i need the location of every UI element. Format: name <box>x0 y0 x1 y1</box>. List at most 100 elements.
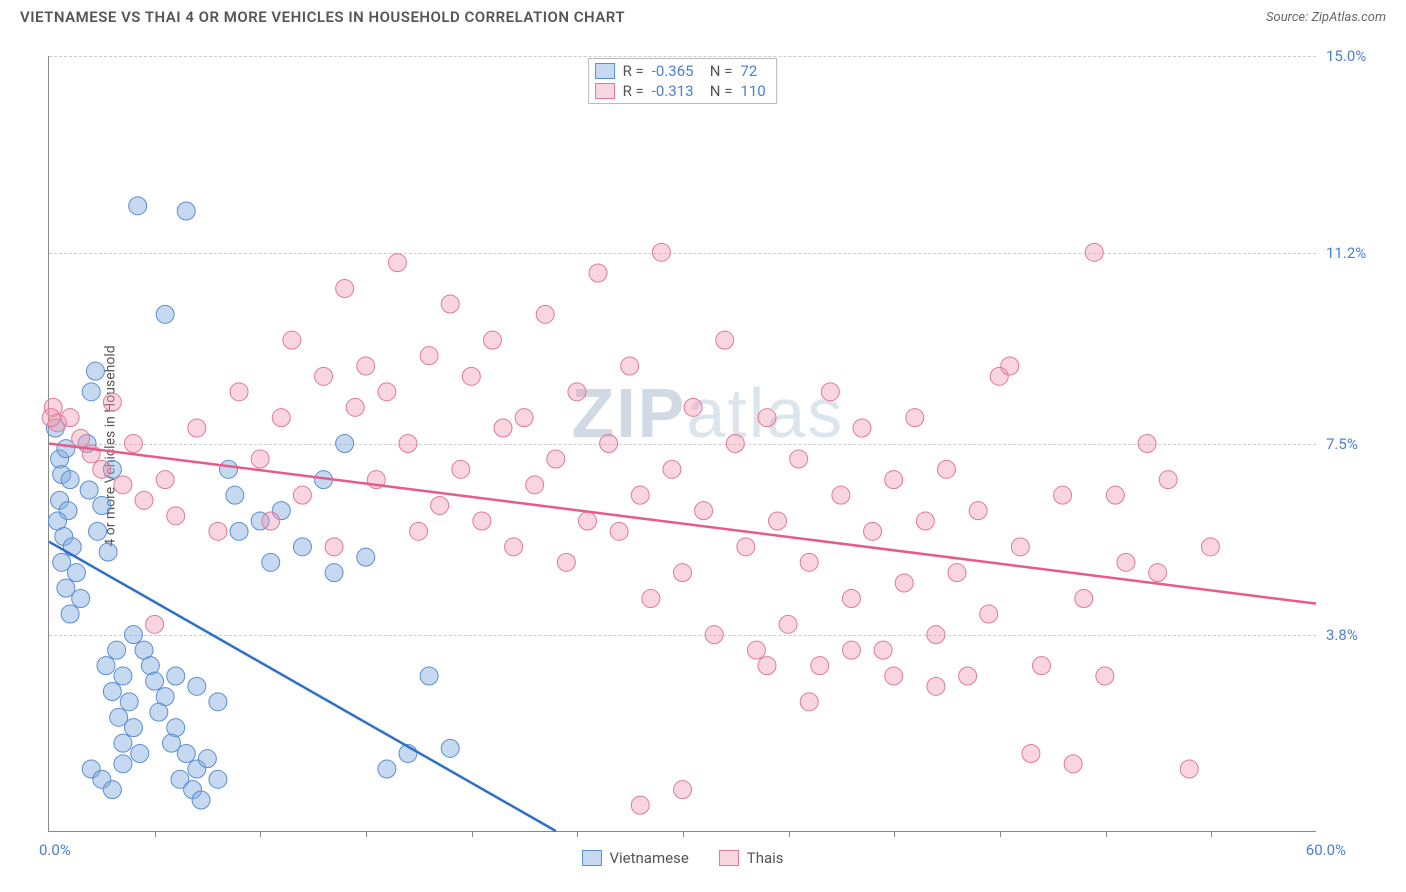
y-tick-label: 15.0% <box>1326 47 1386 65</box>
data-point <box>103 393 121 411</box>
legend-r-value: -0.365 <box>652 62 702 80</box>
legend-item: Vietnamese <box>581 849 688 867</box>
data-point <box>526 476 544 494</box>
data-point <box>631 796 649 814</box>
x-tick <box>1000 831 1001 837</box>
data-point <box>325 538 343 556</box>
data-point <box>431 497 449 515</box>
data-point <box>146 672 164 690</box>
data-point <box>652 243 670 261</box>
data-point <box>357 357 375 375</box>
x-tick <box>472 831 473 837</box>
data-point <box>1180 760 1198 778</box>
data-point <box>483 331 501 349</box>
legend-n-value: 110 <box>740 82 770 100</box>
data-point <box>1149 564 1167 582</box>
data-point <box>293 538 311 556</box>
data-point <box>821 383 839 401</box>
data-point <box>89 522 107 540</box>
legend-r-label: R = <box>623 62 644 80</box>
data-point <box>399 435 417 453</box>
legend-r-label: R = <box>623 82 644 100</box>
data-point <box>272 409 290 427</box>
data-point <box>790 450 808 468</box>
data-point <box>167 667 185 685</box>
trend-line <box>49 542 556 831</box>
data-point <box>684 398 702 416</box>
data-point <box>494 419 512 437</box>
data-point <box>262 553 280 571</box>
data-point <box>146 615 164 633</box>
data-point <box>188 419 206 437</box>
data-point <box>1001 357 1019 375</box>
data-point <box>800 553 818 571</box>
data-point <box>61 471 79 489</box>
data-point <box>420 667 438 685</box>
data-point <box>842 590 860 608</box>
data-point <box>346 398 364 416</box>
data-point <box>103 781 121 799</box>
data-point <box>114 755 132 773</box>
data-point <box>462 367 480 385</box>
data-point <box>61 409 79 427</box>
data-point <box>388 254 406 272</box>
data-point <box>737 538 755 556</box>
data-point <box>1075 590 1093 608</box>
data-point <box>198 750 216 768</box>
data-point <box>832 486 850 504</box>
data-point <box>769 512 787 530</box>
data-point <box>1159 471 1177 489</box>
y-tick-label: 3.8% <box>1326 626 1386 644</box>
x-tick <box>155 831 156 837</box>
data-point <box>1085 243 1103 261</box>
data-point <box>61 605 79 623</box>
data-point <box>505 538 523 556</box>
data-point <box>515 409 533 427</box>
data-point <box>811 657 829 675</box>
data-point <box>1054 486 1072 504</box>
data-point <box>916 512 934 530</box>
data-point <box>853 419 871 437</box>
x-tick <box>1106 831 1107 837</box>
data-point <box>108 641 126 659</box>
x-tick <box>366 831 367 837</box>
legend-series-name: Thais <box>747 849 784 867</box>
data-point <box>1032 657 1050 675</box>
data-point <box>124 719 142 737</box>
data-point <box>63 538 81 556</box>
data-point <box>357 548 375 566</box>
data-point <box>557 553 575 571</box>
data-point <box>315 367 333 385</box>
data-point <box>885 471 903 489</box>
data-point <box>547 450 565 468</box>
data-point <box>188 677 206 695</box>
data-point <box>114 667 132 685</box>
data-point <box>219 460 237 478</box>
data-point <box>80 481 98 499</box>
data-point <box>156 471 174 489</box>
data-point <box>1117 553 1135 571</box>
data-point <box>927 626 945 644</box>
x-tick <box>683 831 684 837</box>
data-point <box>325 564 343 582</box>
data-point <box>378 383 396 401</box>
data-point <box>1011 538 1029 556</box>
data-point <box>167 507 185 525</box>
data-point <box>86 362 104 380</box>
legend-n-value: 72 <box>740 62 770 80</box>
data-point <box>610 522 628 540</box>
data-point <box>410 522 428 540</box>
data-point <box>97 657 115 675</box>
data-point <box>895 574 913 592</box>
data-point <box>262 512 280 530</box>
data-point <box>589 264 607 282</box>
data-point <box>842 641 860 659</box>
data-point <box>959 667 977 685</box>
data-point <box>1106 486 1124 504</box>
data-point <box>230 522 248 540</box>
data-point <box>663 460 681 478</box>
data-point <box>441 739 459 757</box>
data-point <box>114 476 132 494</box>
data-point <box>937 460 955 478</box>
legend-series-name: Vietnamese <box>609 849 688 867</box>
